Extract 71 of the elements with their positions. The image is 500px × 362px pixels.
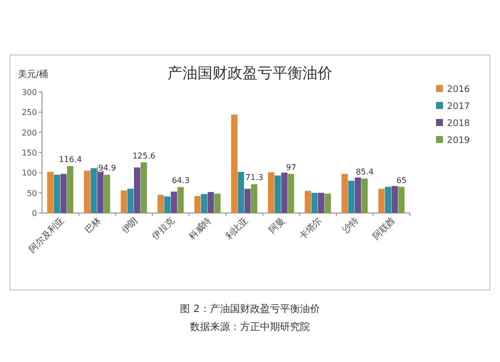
- x-tick-label: 巴林: [82, 215, 104, 236]
- x-tick-label: 阿曼: [266, 215, 288, 236]
- bar: [281, 172, 288, 213]
- y-axis-title: 美元/桶: [18, 69, 48, 80]
- bar: [158, 194, 164, 213]
- x-tick-label: 阿尔及利亚: [26, 215, 67, 255]
- bar: [67, 166, 74, 213]
- bar: [194, 196, 201, 213]
- chart-title: 产油国财政盈亏平衡油价: [168, 64, 332, 82]
- y-tick-label: 200: [22, 128, 37, 138]
- x-tick-label: 科威特: [186, 215, 214, 242]
- bar: [90, 168, 97, 213]
- bar: [244, 188, 251, 213]
- bar: [324, 194, 331, 213]
- data-label: 97: [286, 162, 296, 172]
- y-tick-label: 50: [26, 188, 37, 198]
- bar: [140, 162, 147, 213]
- data-label: 71.3: [245, 173, 264, 182]
- bar: [392, 186, 398, 213]
- bar: [318, 192, 324, 213]
- bar: [398, 186, 405, 213]
- data-label: 125.6: [132, 151, 156, 160]
- bar: [84, 170, 90, 213]
- bar: [170, 192, 178, 213]
- bar: [268, 172, 274, 213]
- bar: [384, 186, 392, 213]
- data-label: 65: [396, 176, 407, 185]
- x-tick-label: 伊朗: [120, 215, 140, 236]
- x-tick-label: 利比亚: [224, 215, 251, 242]
- bar: [134, 167, 140, 213]
- bar: [361, 178, 368, 213]
- source-note: 数据来源：方正中期研究院: [190, 321, 310, 333]
- bar: [304, 190, 312, 213]
- x-tick-label: 卡塔尔: [297, 215, 324, 242]
- legend-label: 2017: [447, 102, 470, 112]
- bar: [164, 196, 170, 213]
- bar: [47, 172, 54, 213]
- x-tick-label: 阿联酋: [370, 215, 398, 242]
- bar: [200, 194, 208, 213]
- bar: [274, 175, 281, 213]
- data-label: 116.4: [58, 155, 82, 164]
- x-tick-label: 沙特: [340, 215, 361, 236]
- bar: [54, 174, 60, 213]
- bar: [238, 172, 244, 213]
- bar: [342, 174, 348, 213]
- y-tick-label: 100: [22, 168, 37, 178]
- bar: [104, 174, 110, 213]
- bar: [288, 174, 294, 213]
- bar: [208, 192, 214, 213]
- caption: 图 2：产油国财政盈亏平衡油价: [180, 303, 320, 315]
- data-label: 64.3: [172, 176, 190, 186]
- y-tick-label: 0: [32, 209, 37, 218]
- bar: [214, 194, 221, 213]
- bar: [120, 190, 128, 213]
- bar: [378, 188, 385, 213]
- bar: [311, 192, 318, 213]
- legend-label: 2018: [447, 119, 470, 129]
- bar: [348, 180, 354, 213]
- y-tick-label: 250: [22, 108, 37, 118]
- legend-label: 2019: [447, 136, 470, 146]
- bar: [177, 187, 184, 213]
- bar: [354, 178, 362, 213]
- bar: [60, 174, 67, 213]
- bar: [127, 188, 134, 213]
- y-tick-label: 150: [22, 148, 37, 158]
- bar: [251, 184, 258, 213]
- bar: [231, 114, 238, 213]
- y-tick-label: 300: [22, 88, 37, 97]
- x-tick-label: 伊拉克: [150, 215, 177, 242]
- legend-label: 2016: [447, 85, 470, 95]
- data-label: 85.4: [356, 168, 374, 177]
